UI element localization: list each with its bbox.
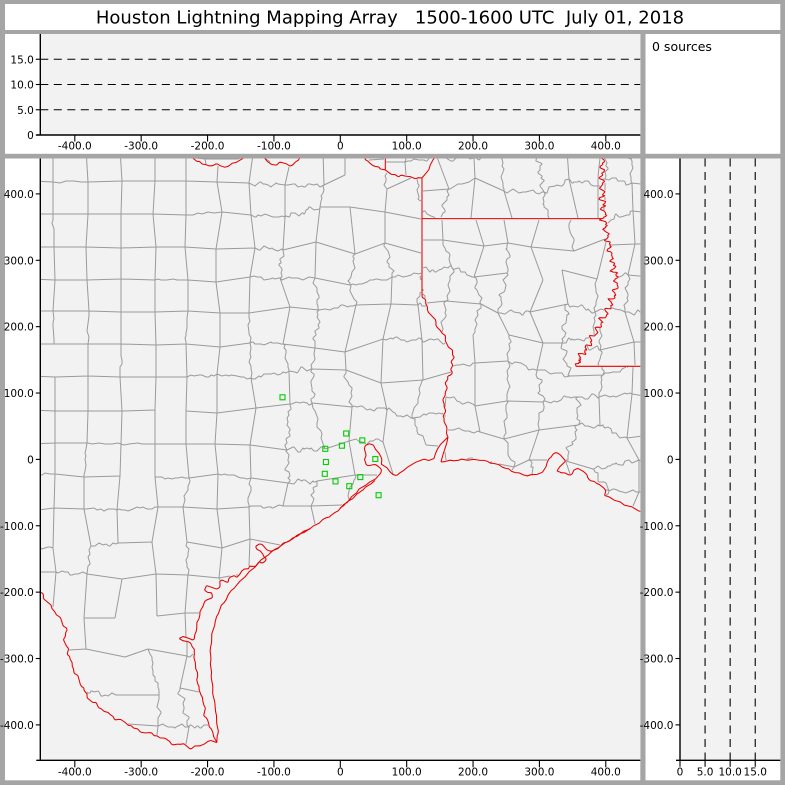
- lma-station-marker: [321, 470, 328, 477]
- map-y-tick-label: -100.0: [0, 521, 34, 533]
- map-axes: -400.0 -300.0 -200.0 -100.0 0 100.0 200.0 300.0…: [0, 158, 641, 779]
- lma-station-marker: [343, 430, 350, 437]
- map-panel: -400.0 -300.0 -200.0 -100.0 0 100.0 200.0 300.0…: [0, 158, 641, 781]
- alt-ew-x-tick-label: -100.0: [257, 141, 291, 153]
- sources-count-label: 0 sources: [652, 39, 712, 54]
- map-y-tick-label: -200.0: [0, 587, 34, 599]
- map-x-tick-label: 200.0: [458, 767, 488, 779]
- lma-station-marker: [322, 458, 329, 466]
- title-bar: Houston Lightning Mapping Array 1500-160…: [5, 4, 781, 30]
- lma-station-marker: [359, 437, 366, 444]
- map-y-tick-label: 300.0: [4, 255, 34, 267]
- title-panel: [5, 4, 781, 30]
- lma-station-marker: [332, 478, 339, 485]
- lma-station-marker: [357, 474, 364, 481]
- lma-station-marker: [279, 394, 286, 401]
- alt-ns-axes: 0 5.0 10.0 15.0 400.0 300.0 200.0 100.0 0 -100.0 -…: [640, 158, 781, 778]
- map-y-tick-label: -400.0: [0, 720, 34, 732]
- map-y-tick-label: 0: [27, 454, 34, 466]
- alt-ns-y-tick-label: -100.0: [640, 521, 674, 533]
- alt-ns-y-tick-label: 400.0: [643, 189, 673, 201]
- alt-ns-y-tick-label: 300.0: [643, 255, 673, 267]
- alt-ew-y-tick-label: 5.0: [17, 105, 34, 117]
- alt-ew-x-tick-label: 400.0: [591, 141, 621, 153]
- sources-panel: 0 sources: [645, 34, 781, 154]
- alt-ns-x-tick-label: 10.0: [718, 766, 741, 778]
- sources-panel-bg: [645, 34, 781, 154]
- alt-ew-y-tick-label: 10.0: [10, 80, 33, 92]
- map-plot-area[interactable]: [40, 158, 641, 761]
- alt-ns-y-tick-label: -400.0: [640, 720, 674, 732]
- alt-ew-x-tick-label: 300.0: [524, 141, 554, 153]
- alt-ew-x-tick-label: 100.0: [392, 141, 422, 153]
- alt-ew-x-tick-label: 200.0: [458, 141, 488, 153]
- alt-ew-y-tick-label: 0: [27, 130, 34, 142]
- alt-ns-panel: 0 5.0 10.0 15.0 400.0 300.0 200.0 100.0 0 -100.0 -…: [640, 158, 781, 781]
- page-title: Houston Lightning Mapping Array 1500-160…: [96, 8, 684, 29]
- alt-ew-y-tick-label: 15.0: [10, 54, 33, 66]
- alt-ns-dashed-gridlines: [704, 158, 756, 761]
- map-y-tick-label: -300.0: [0, 654, 34, 666]
- state-borders-and-coastline: [40, 158, 641, 750]
- county-boundaries: [40, 158, 641, 745]
- alt-ew-x-tick-label: 0: [337, 141, 344, 153]
- map-x-tick-label: -200.0: [191, 767, 225, 779]
- station-markers: [279, 394, 382, 499]
- alt-ew-x-tick-label: -400.0: [58, 141, 92, 153]
- map-x-tick-label: -100.0: [257, 767, 291, 779]
- map-y-tick-label: 400.0: [4, 189, 34, 201]
- map-layers: [40, 158, 641, 750]
- map-y-tick-label: 100.0: [4, 388, 34, 400]
- alt-ew-dashed-gridlines: [40, 58, 641, 111]
- lma-station-marker: [372, 455, 379, 463]
- map-x-tick-label: 100.0: [392, 767, 422, 779]
- map-x-tick-label: 400.0: [591, 767, 621, 779]
- alt-ew-x-tick-label: -200.0: [191, 141, 225, 153]
- map-x-tick-label: -300.0: [124, 767, 158, 779]
- alt-ew-x-tick-label: -300.0: [124, 141, 158, 153]
- map-y-tick-label: 200.0: [4, 322, 34, 334]
- lma-station-marker: [346, 483, 353, 490]
- alt-ns-y-tick-label: 0: [667, 454, 674, 466]
- alt-ns-y-tick-label: -300.0: [640, 654, 674, 666]
- lma-station-marker: [375, 492, 382, 499]
- alt-ns-x-tick-label: 15.0: [744, 766, 767, 778]
- alt-ns-y-tick-label: 200.0: [643, 322, 673, 334]
- alt-ns-y-tick-label: -200.0: [640, 587, 674, 599]
- alt-ns-y-tick-label: 100.0: [643, 388, 673, 400]
- alt-ns-x-tick-label: 5.0: [697, 766, 714, 778]
- lma-station-marker: [322, 445, 329, 452]
- alt-ns-x-tick-label: 0: [677, 766, 684, 778]
- alt-ew-axes: -400.0 -300.0 -200.0 -100.0 0 100.0 200.0 300.0…: [10, 34, 641, 153]
- map-x-tick-label: 300.0: [524, 767, 554, 779]
- map-x-tick-label: -400.0: [58, 767, 92, 779]
- lma-station-marker: [338, 442, 345, 449]
- alt-ew-panel: -400.0 -300.0 -200.0 -100.0 0 100.0 200.0 300.0…: [5, 34, 641, 154]
- map-x-tick-label: 0: [337, 767, 344, 779]
